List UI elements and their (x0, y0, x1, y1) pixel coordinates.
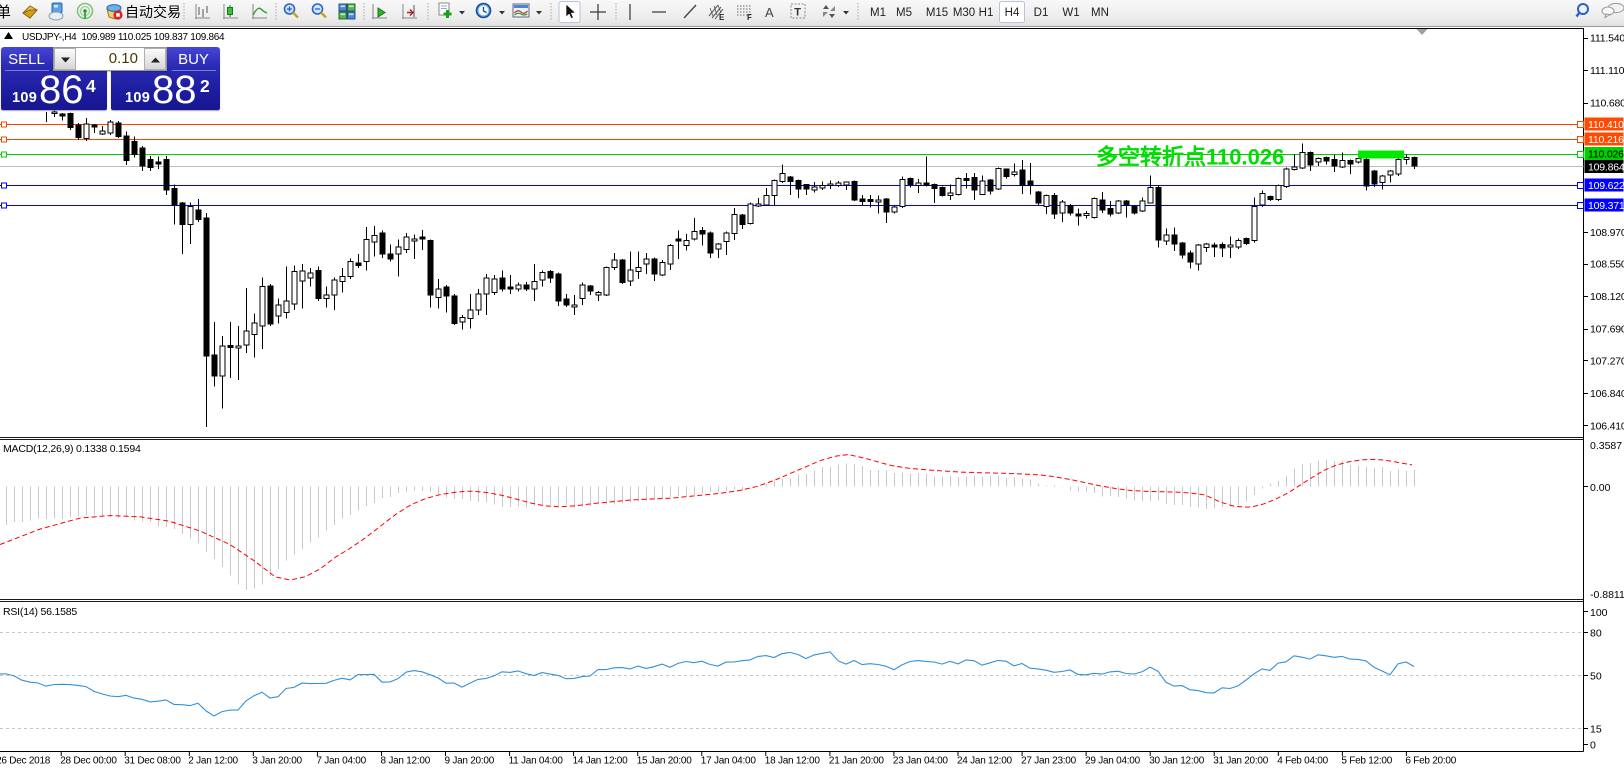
svg-text:11 Jan 04:00: 11 Jan 04:00 (509, 756, 564, 767)
svg-text:110.680: 110.680 (1590, 98, 1624, 110)
svg-text:109.371: 109.371 (1588, 200, 1624, 212)
svg-text:W1: W1 (1062, 7, 1079, 19)
svg-text:7 Jan 04:00: 7 Jan 04:00 (316, 756, 366, 767)
svg-text:18 Jan 12:00: 18 Jan 12:00 (765, 756, 821, 767)
svg-text:111.110: 111.110 (1590, 65, 1624, 77)
svg-text:9 Jan 20:00: 9 Jan 20:00 (445, 756, 495, 767)
svg-text:107.270: 107.270 (1590, 355, 1624, 367)
svg-text:21 Jan 20:00: 21 Jan 20:00 (829, 756, 885, 767)
svg-text:3 Jan 20:00: 3 Jan 20:00 (252, 756, 302, 767)
svg-text:MN: MN (1091, 7, 1109, 19)
svg-text:29 Jan 04:00: 29 Jan 04:00 (1085, 756, 1141, 767)
svg-text:108.550: 108.550 (1590, 259, 1624, 271)
svg-text:110.410: 110.410 (1588, 119, 1624, 131)
svg-text:106.840: 106.840 (1590, 388, 1624, 400)
svg-text:28 Dec 00:00: 28 Dec 00:00 (60, 756, 117, 767)
svg-text:30 Jan 12:00: 30 Jan 12:00 (1149, 756, 1205, 767)
svg-text:100: 100 (1590, 607, 1608, 619)
svg-text:5 Feb 12:00: 5 Feb 12:00 (1341, 756, 1392, 767)
svg-text:T: T (794, 7, 801, 19)
svg-text:27 Jan 23:00: 27 Jan 23:00 (1021, 756, 1077, 767)
svg-text:15: 15 (1590, 724, 1602, 736)
svg-text:MACD(12,26,9) 0.1338 0.1594: MACD(12,26,9) 0.1338 0.1594 (3, 443, 141, 455)
svg-text:2 Jan 12:00: 2 Jan 12:00 (188, 756, 238, 767)
svg-text:50: 50 (1590, 671, 1602, 683)
svg-text:多空转折点110.026: 多空转折点110.026 (1096, 145, 1284, 170)
svg-text:M5: M5 (896, 7, 912, 19)
svg-text:106.410: 106.410 (1590, 420, 1624, 432)
svg-text:A: A (765, 5, 774, 20)
svg-text:0.3587: 0.3587 (1590, 440, 1622, 452)
svg-text:D1: D1 (1034, 7, 1049, 19)
svg-text:M15: M15 (926, 7, 948, 19)
svg-text:M30: M30 (953, 7, 975, 19)
svg-text:E: E (719, 13, 725, 22)
svg-text:0: 0 (1590, 740, 1596, 752)
svg-text:H1: H1 (979, 7, 994, 19)
svg-text:14 Jan 12:00: 14 Jan 12:00 (573, 756, 629, 767)
svg-text:M1: M1 (870, 7, 886, 19)
svg-text:6 Feb 20:00: 6 Feb 20:00 (1405, 756, 1456, 767)
svg-text:4 Feb 04:00: 4 Feb 04:00 (1277, 756, 1328, 767)
svg-text:110.026: 110.026 (1588, 149, 1624, 161)
svg-text:26 Dec 2018: 26 Dec 2018 (0, 756, 51, 767)
svg-text:8 Jan 12:00: 8 Jan 12:00 (381, 756, 431, 767)
svg-text:109.864: 109.864 (1588, 162, 1624, 174)
svg-text:109.622: 109.622 (1588, 180, 1624, 192)
svg-text:108.120: 108.120 (1590, 291, 1624, 303)
svg-text:USDJPY-,H4 109.989 110.025 10: USDJPY-,H4 109.989 110.025 109.837 109.8… (22, 32, 225, 43)
svg-text:111.540: 111.540 (1590, 33, 1624, 45)
svg-text:23 Jan 04:00: 23 Jan 04:00 (893, 756, 949, 767)
svg-text:107.690: 107.690 (1590, 324, 1624, 336)
svg-text:110.216: 110.216 (1588, 134, 1624, 146)
svg-text:单: 单 (0, 4, 11, 21)
svg-text:80: 80 (1590, 628, 1602, 640)
svg-text:RSI(14) 56.1585: RSI(14) 56.1585 (3, 606, 77, 618)
svg-text:108.970: 108.970 (1590, 227, 1624, 239)
svg-text:24 Jan 12:00: 24 Jan 12:00 (957, 756, 1013, 767)
svg-text:0.00: 0.00 (1590, 482, 1611, 494)
svg-text:-0.8811: -0.8811 (1590, 589, 1624, 601)
svg-text:31 Jan 20:00: 31 Jan 20:00 (1213, 756, 1269, 767)
svg-text:H4: H4 (1005, 7, 1020, 19)
svg-text:自动交易: 自动交易 (125, 4, 181, 20)
svg-text:F: F (747, 13, 752, 22)
svg-text:31 Dec 08:00: 31 Dec 08:00 (124, 756, 181, 767)
svg-text:17 Jan 04:00: 17 Jan 04:00 (701, 756, 757, 767)
svg-text:15 Jan 20:00: 15 Jan 20:00 (637, 756, 693, 767)
